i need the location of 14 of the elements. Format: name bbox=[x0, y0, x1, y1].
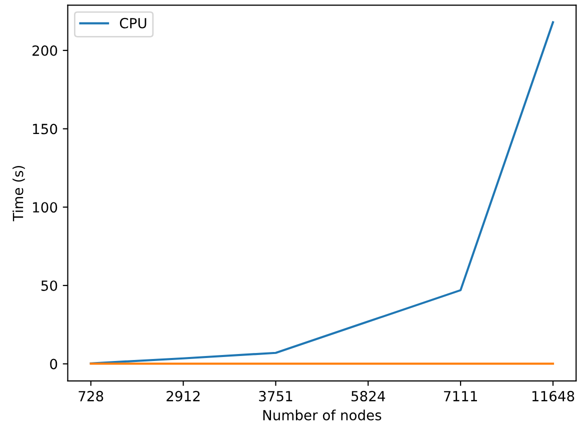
y-tick-label: 100 bbox=[33, 202, 58, 213]
x-tick-label: 7111 bbox=[444, 391, 477, 402]
y-tick-label: 0 bbox=[50, 358, 58, 370]
legend-label: CPU bbox=[120, 18, 146, 28]
x-axis-title: Number of nodes bbox=[263, 410, 382, 420]
y-axis-title: Time (s) bbox=[12, 166, 25, 222]
y-tick-label: 50 bbox=[41, 280, 58, 291]
y-tick-label: 150 bbox=[33, 124, 58, 134]
y-tick-label: 200 bbox=[32, 45, 58, 56]
x-tick-label: 11648 bbox=[532, 390, 574, 402]
x-tick-label: 728 bbox=[78, 390, 104, 402]
x-tick-label: 2912 bbox=[166, 390, 200, 402]
x-tick-label: 5824 bbox=[352, 390, 386, 402]
x-tick-label: 3751 bbox=[259, 390, 292, 402]
